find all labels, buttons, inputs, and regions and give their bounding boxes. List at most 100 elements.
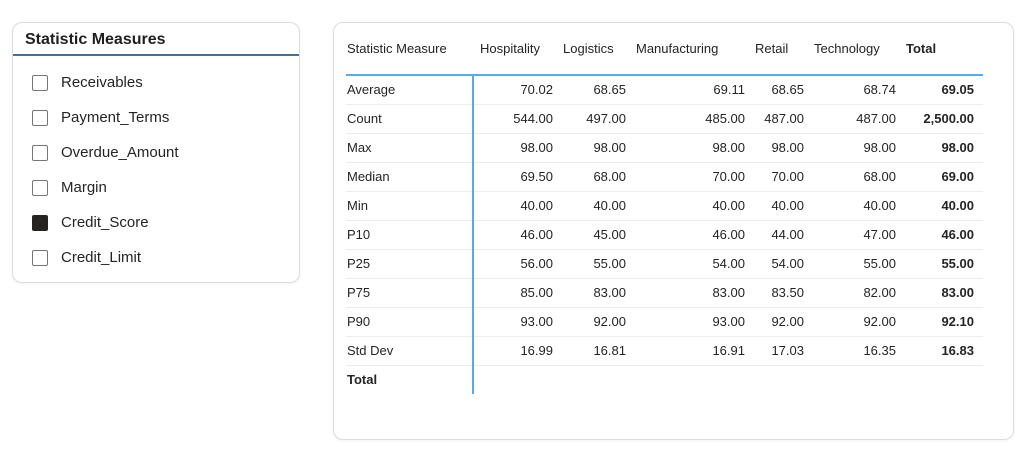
cell-value: 69.50 (472, 162, 556, 192)
cell-value: 69.11 (629, 75, 748, 105)
column-header-statistic-measure[interactable]: Statistic Measure (346, 23, 473, 76)
cell-value: 54.00 (748, 249, 807, 279)
cell-value: 68.00 (807, 162, 899, 192)
slicer-item-credit-limit[interactable]: Credit_Limit (32, 240, 299, 275)
table-header-row: Statistic Measure Hospitality Logistics Man… (346, 23, 983, 76)
table-row: Min 40.00 40.00 40.00 40.00 40.00 40.00 (346, 191, 983, 221)
slicer-item-payment-terms[interactable]: Payment_Terms (32, 100, 299, 135)
cell-value (472, 365, 556, 394)
table-body: Average 70.02 68.65 69.11 68.65 68.74 69.05 Cou… (346, 75, 983, 394)
cell-value: 46.00 (472, 220, 556, 250)
column-header-total[interactable]: Total (899, 23, 983, 76)
cell-value: 68.00 (556, 162, 629, 192)
slicer-item-label: Margin (61, 179, 107, 196)
cell-value: 98.00 (807, 133, 899, 163)
cell-value: 83.00 (556, 278, 629, 308)
cell-value: 40.00 (748, 191, 807, 221)
cell-value: 40.00 (472, 191, 556, 221)
cell-value: 497.00 (556, 104, 629, 134)
table-row: P10 46.00 45.00 46.00 44.00 47.00 46.00 (346, 220, 983, 250)
cell-value: 70.02 (472, 75, 556, 105)
cell-value: 93.00 (629, 307, 748, 337)
slicer-item-label: Credit_Score (61, 214, 149, 231)
row-label: P25 (346, 249, 473, 279)
cell-value: 487.00 (807, 104, 899, 134)
cell-value: 93.00 (472, 307, 556, 337)
checkbox-receivables-icon[interactable] (32, 74, 48, 91)
cell-value: 55.00 (556, 249, 629, 279)
cell-value: 98.00 (629, 133, 748, 163)
cell-value: 70.00 (748, 162, 807, 192)
slicer-item-label: Payment_Terms (61, 109, 170, 126)
slicer-title: Statistic Measures (25, 31, 166, 48)
cell-value: 40.00 (629, 191, 748, 221)
cell-value (807, 365, 899, 394)
column-header-manufacturing[interactable]: Manufacturing (629, 23, 748, 76)
cell-value: 70.00 (629, 162, 748, 192)
column-header-retail[interactable]: Retail (748, 23, 807, 76)
checkbox-credit-limit-icon[interactable] (32, 249, 48, 266)
cell-value: 85.00 (472, 278, 556, 308)
checkbox-overdue-amount-icon[interactable] (32, 144, 48, 161)
row-label: Median (346, 162, 473, 192)
cell-value: 92.00 (556, 307, 629, 337)
row-label: P10 (346, 220, 473, 250)
cell-total-value: 16.83 (899, 336, 983, 366)
cell-total-value: 55.00 (899, 249, 983, 279)
cell-value: 55.00 (807, 249, 899, 279)
slicer-item-label: Credit_Limit (61, 249, 142, 266)
slicer-item-label: Receivables (61, 74, 143, 91)
cell-total-value: 83.00 (899, 278, 983, 308)
statistics-table-card: Statistic Measure Hospitality Logistics Man… (333, 22, 1014, 440)
cell-value: 82.00 (807, 278, 899, 308)
cell-value: 98.00 (472, 133, 556, 163)
statistic-measures-slicer: Statistic Measures Receivables Payment_Te… (12, 22, 300, 283)
cell-value: 83.00 (629, 278, 748, 308)
table-row: Std Dev 16.99 16.81 16.91 17.03 16.35 16.83 (346, 336, 983, 366)
cell-total-value: 69.00 (899, 162, 983, 192)
slicer-item-margin[interactable]: Margin (32, 170, 299, 205)
cell-value: 45.00 (556, 220, 629, 250)
cell-total-value (899, 365, 983, 394)
cell-value: 83.50 (748, 278, 807, 308)
cell-value: 16.81 (556, 336, 629, 366)
cell-value: 98.00 (748, 133, 807, 163)
slicer-item-credit-score[interactable]: Credit_Score (32, 205, 299, 240)
cell-value (556, 365, 629, 394)
cell-value (629, 365, 748, 394)
column-header-hospitality[interactable]: Hospitality (473, 23, 556, 76)
table-row: Total (346, 365, 983, 394)
cell-total-value: 2,500.00 (899, 104, 983, 134)
row-label: Average (346, 75, 473, 105)
cell-value: 46.00 (629, 220, 748, 250)
slicer-item-receivables[interactable]: Receivables (32, 65, 299, 100)
row-label: Min (346, 191, 473, 221)
slicer-item-overdue-amount[interactable]: Overdue_Amount (32, 135, 299, 170)
cell-value: 16.35 (807, 336, 899, 366)
cell-value: 40.00 (807, 191, 899, 221)
table-row: Count 544.00 497.00 485.00 487.00 487.00 2,500… (346, 104, 983, 134)
row-label: P75 (346, 278, 473, 308)
row-label: Total (347, 372, 378, 388)
cell-value: 47.00 (807, 220, 899, 250)
column-header-logistics[interactable]: Logistics (556, 23, 629, 76)
cell-value: 68.65 (748, 75, 807, 105)
cell-value: 485.00 (629, 104, 748, 134)
row-label: Std Dev (346, 336, 473, 366)
slicer-item-label: Overdue_Amount (61, 144, 179, 161)
cell-value: 487.00 (748, 104, 807, 134)
checkbox-credit-score-icon[interactable] (32, 214, 48, 231)
cell-value: 68.65 (556, 75, 629, 105)
cell-value: 544.00 (472, 104, 556, 134)
checkbox-margin-icon[interactable] (32, 179, 48, 196)
column-header-technology[interactable]: Technology (807, 23, 899, 76)
table-row: P25 56.00 55.00 54.00 54.00 55.00 55.00 (346, 249, 983, 279)
cell-total-value: 40.00 (899, 191, 983, 221)
cell-value: 98.00 (556, 133, 629, 163)
table-row: Average 70.02 68.65 69.11 68.65 68.74 69.05 (346, 75, 983, 105)
cell-value: 17.03 (748, 336, 807, 366)
cell-value: 68.74 (807, 75, 899, 105)
checkbox-payment-terms-icon[interactable] (32, 109, 48, 126)
cell-value: 16.91 (629, 336, 748, 366)
row-label: P90 (346, 307, 473, 337)
